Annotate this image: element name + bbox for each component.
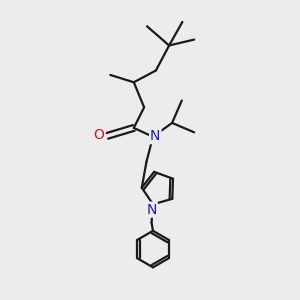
Text: N: N	[146, 202, 157, 217]
Text: O: O	[94, 128, 104, 142]
Text: N: N	[150, 129, 160, 143]
